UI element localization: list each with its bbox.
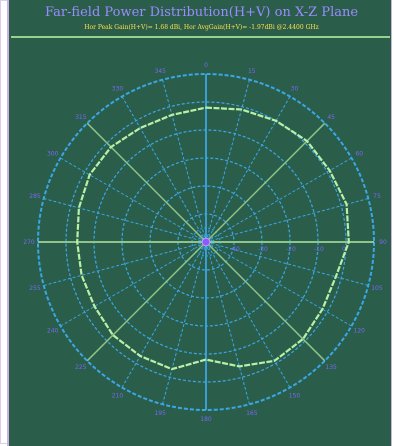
grid-spoke xyxy=(205,241,250,405)
radial-tick-label: -20 xyxy=(286,246,296,253)
grid-spoke xyxy=(205,122,326,243)
angle-tick-label: 165 xyxy=(246,410,258,417)
angle-tick-label: 315 xyxy=(75,114,87,121)
polar-plot: -40 -30 -20 -10 0 0 15 30 45 60 75 90 105 120 135 150 16… xyxy=(23,62,387,423)
grid-spoke xyxy=(205,79,250,243)
angle-tick-label: 330 xyxy=(112,86,124,93)
angle-tick-label: 225 xyxy=(75,364,87,371)
title-divider xyxy=(11,36,390,38)
center-marker xyxy=(201,237,211,247)
grid-spoke xyxy=(205,157,352,243)
angle-tick-label: 120 xyxy=(354,328,366,335)
grid-spoke xyxy=(205,241,326,362)
angle-tick-label: 270 xyxy=(23,239,35,246)
grid-spoke xyxy=(43,241,207,286)
plot-panel: Far-field Power Distribution(H+V) on X-Z… xyxy=(7,0,392,446)
radial-tick-label: -40 xyxy=(230,246,240,253)
angle-tick-label: 105 xyxy=(371,285,383,292)
radial-tick-label: -30 xyxy=(258,246,268,253)
angle-tick-label: 240 xyxy=(47,328,59,335)
radial-tick-label: 0 xyxy=(342,246,346,253)
grid-spoke xyxy=(205,241,352,327)
angle-tick-label: 135 xyxy=(325,364,337,371)
angle-tick-label: 255 xyxy=(29,285,41,292)
grid-spoke xyxy=(121,96,207,243)
grid-spoke xyxy=(205,96,291,243)
angle-tick-label: 30 xyxy=(291,86,299,93)
radial-tick-label: -10 xyxy=(314,246,324,253)
grid-spoke xyxy=(162,79,207,243)
angle-tick-label: 75 xyxy=(373,193,381,200)
chart-subtitle: Hor Peak Gain(H+V)= 1.68 dBi, Hor AvgGai… xyxy=(84,24,319,31)
grid-spoke xyxy=(162,241,207,405)
angle-tick-label: 210 xyxy=(112,392,124,399)
angle-tick-label: 90 xyxy=(379,239,387,246)
grid-spoke xyxy=(121,241,207,388)
angle-tick-label: 180 xyxy=(200,416,212,423)
angle-tick-label: 45 xyxy=(327,114,335,121)
angle-tick-label: 0 xyxy=(204,62,208,69)
radiation-pattern-trace xyxy=(76,106,350,371)
angle-tick-label: 300 xyxy=(47,151,59,158)
grid-spoke xyxy=(205,241,369,286)
grid-spoke xyxy=(205,198,369,243)
chart-title: Far-field Power Distribution(H+V) on X-Z… xyxy=(44,5,359,20)
grid-spoke xyxy=(60,241,207,327)
grid-spoke xyxy=(205,241,291,388)
grid-spoke xyxy=(86,122,207,243)
angle-tick-label: 150 xyxy=(289,392,301,399)
grid-spoke xyxy=(60,157,207,243)
grid-spoke xyxy=(86,241,207,362)
angle-tick-label: 345 xyxy=(154,68,166,75)
angle-tick-label: 60 xyxy=(355,151,363,158)
angle-tick-label: 285 xyxy=(29,193,41,200)
angle-tick-label: 15 xyxy=(248,68,256,75)
grid-spoke xyxy=(43,198,207,243)
angle-tick-label: 195 xyxy=(154,410,166,417)
